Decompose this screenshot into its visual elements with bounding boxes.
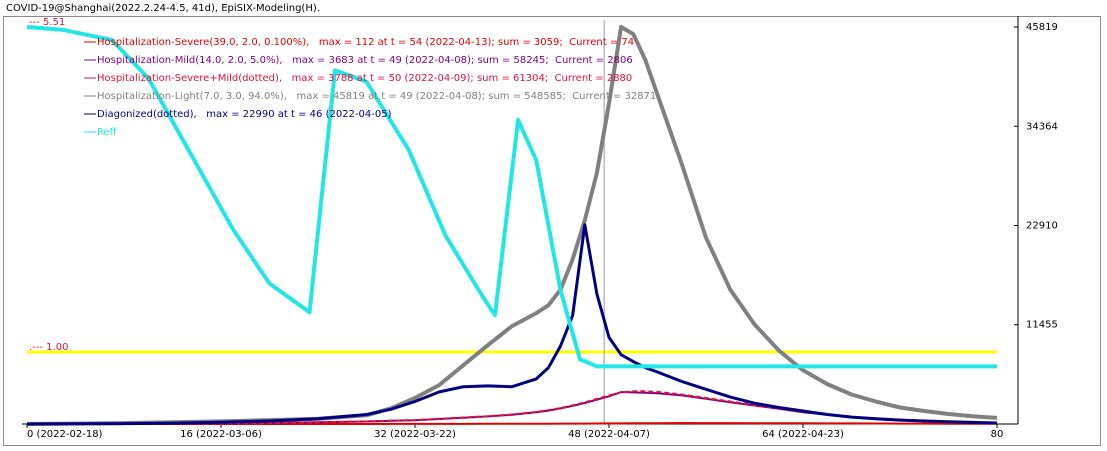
chart-title: COVID-19@Shanghai(2022.2.24-4.5, 41d), E… (6, 3, 320, 14)
y2-tick-label: .--- 1.00 (29, 342, 68, 353)
legend-label: Diagonized(dotted), max = 22990 at t = 4… (97, 109, 392, 120)
x-tick-label: 32 (2022-03-22) (374, 429, 456, 440)
y-tick-label: 22910 (1026, 220, 1058, 231)
y-tick-label: 34364 (1026, 121, 1058, 132)
frame (3, 16, 1101, 446)
x-tick-label: 16 (2022-03-06) (180, 429, 262, 440)
series-line (26, 391, 998, 425)
x-tick-label: 48 (2022-04-07) (568, 429, 650, 440)
y-tick-label: 11455 (1026, 320, 1058, 331)
series-line (26, 223, 998, 426)
x-tick-label: 80 (991, 429, 1004, 440)
legend-label: Hospitalization-Severe(39.0, 2.0, 0.100%… (97, 37, 634, 48)
y2-tick-label: --- 5.51 (29, 17, 65, 28)
series-line (26, 25, 997, 369)
legend-label: Hospitalization-Severe+Mild(dotted), max… (97, 73, 632, 84)
x-tick-label: 64 (2022-04-23) (762, 429, 844, 440)
y-tick-label: 45819 (1026, 22, 1058, 33)
legend-label: Reff (97, 127, 118, 138)
series-line (27, 422, 998, 425)
legend-label: Hospitalization-Mild(14.0, 2.0, 5.0%), m… (97, 55, 633, 66)
legend-label: Hospitalization-Light(7.0, 3.0, 94.0%), … (97, 91, 656, 102)
x-tick-label: 0 (2022-02-18) (27, 429, 103, 440)
